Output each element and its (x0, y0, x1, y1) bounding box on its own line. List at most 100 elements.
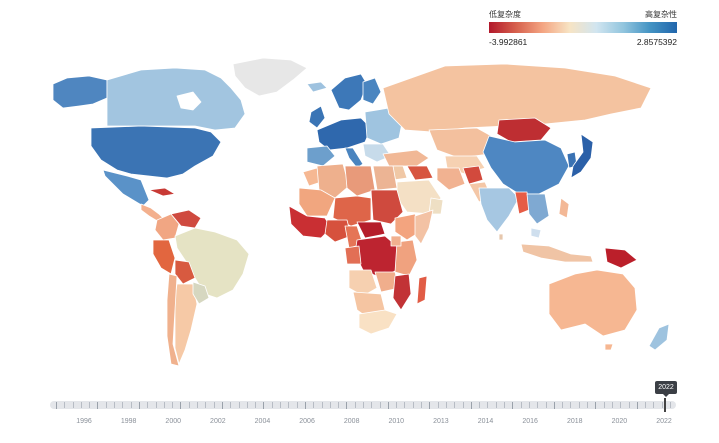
timeline-tick (197, 402, 199, 408)
country-madagascar (416, 275, 428, 305)
country-venezuela (170, 209, 202, 229)
country-bolivia (174, 259, 196, 285)
country-papua (604, 247, 638, 269)
timeline-tick (180, 402, 182, 409)
timeline-tick (89, 402, 91, 408)
country-sri-lanka (498, 233, 504, 241)
legend-color-bar (489, 22, 677, 33)
year-timeline-slider[interactable]: 1996 1998 2000 2002 2004 2006 2008 2010 2013 2014… (50, 381, 677, 432)
timeline-tick (56, 402, 57, 409)
legend-max-value: 2.8575392 (636, 37, 677, 47)
timeline-tick (105, 402, 107, 408)
timeline-tick (545, 402, 547, 408)
timeline-year-label: 2016 (522, 418, 538, 425)
timeline-tick (628, 402, 630, 408)
timeline-tick (421, 402, 423, 408)
timeline-tick (338, 402, 340, 408)
timeline-tick (72, 402, 74, 408)
country-egypt (372, 165, 398, 191)
timeline-tick (437, 402, 439, 408)
timeline-tick (570, 402, 572, 408)
timeline-tick (354, 402, 356, 408)
country-uganda (390, 235, 402, 247)
country-philippines (558, 197, 570, 219)
country-india (478, 187, 520, 233)
timeline-tick (528, 402, 530, 408)
timeline-tick (155, 402, 157, 408)
timeline-tick (504, 402, 506, 408)
country-algeria (316, 163, 350, 199)
country-canada (106, 67, 246, 131)
timeline-tick (163, 402, 165, 408)
country-uruguay-paraguay (192, 281, 210, 305)
timeline-tick (520, 402, 522, 408)
timeline-tick (653, 402, 655, 408)
timeline-tick (670, 402, 671, 408)
country-west-europe (316, 117, 372, 151)
country-nigeria (324, 219, 352, 243)
timeline-tick (255, 402, 257, 408)
timeline-tick (512, 402, 514, 409)
timeline-tick (578, 402, 580, 408)
timeline-tick (636, 402, 638, 409)
country-finland (362, 77, 382, 105)
country-russia (382, 63, 652, 133)
country-niger-chad (332, 195, 372, 227)
timeline-tick (553, 402, 555, 409)
country-usa (90, 125, 222, 179)
timeline-tick (130, 402, 132, 408)
timeline-tick (271, 402, 273, 408)
country-malaysia (530, 227, 542, 239)
country-chile (166, 273, 180, 367)
country-alaska (52, 75, 108, 109)
timeline-tick (445, 402, 447, 408)
country-indonesia (520, 243, 594, 263)
timeline-year-label: 2014 (477, 418, 494, 425)
timeline-tick (321, 402, 323, 408)
country-uk (308, 105, 326, 129)
country-new-zealand (648, 323, 670, 351)
timeline-tick (587, 402, 589, 408)
timeline-tick (97, 402, 99, 409)
timeline-tick (537, 402, 539, 408)
country-turkey (382, 149, 430, 167)
country-tasmania (604, 343, 614, 351)
timeline-year-label: 1998 (120, 418, 137, 425)
country-kenya-tanzania (394, 239, 418, 277)
timeline-tick (230, 402, 232, 408)
country-argentina (174, 283, 198, 365)
country-cuba (148, 187, 176, 197)
country-south-africa (358, 309, 398, 335)
timeline-tick (379, 402, 381, 408)
country-balkans (362, 143, 392, 163)
timeline-tick (470, 402, 472, 409)
timeline-tick (263, 402, 265, 409)
timeline-year-label: 2006 (299, 418, 315, 425)
timeline-tick (64, 402, 66, 408)
timeline-tick (172, 402, 174, 408)
timeline-tick (429, 402, 431, 409)
timeline-handle[interactable] (664, 398, 666, 412)
timeline-year-label: 2004 (254, 418, 271, 425)
timeline-tick (661, 402, 663, 408)
timeline-tick (620, 402, 622, 408)
country-libya (344, 165, 376, 197)
timeline-year-label: 1996 (76, 418, 92, 425)
timeline-tick (387, 402, 389, 409)
country-peru (152, 239, 176, 275)
timeline-tick (304, 402, 306, 409)
timeline-tick (238, 402, 240, 408)
timeline-year-label: 2020 (611, 418, 628, 425)
timeline-tick (213, 402, 215, 408)
timeline-year-label: 2010 (388, 418, 405, 425)
legend-high-label: 高复杂性 (645, 10, 677, 19)
country-angola (348, 269, 378, 297)
timeline-tick (313, 402, 315, 408)
timeline-tick (138, 402, 140, 409)
color-legend: 低复杂度 高复杂性 -3.992861 2.8575392 (489, 9, 677, 47)
timeline-year-label: 2018 (566, 418, 583, 425)
timeline-tick (346, 402, 348, 409)
timeline-tick (611, 402, 613, 408)
country-australia (548, 269, 638, 337)
timeline-tick (495, 402, 497, 408)
